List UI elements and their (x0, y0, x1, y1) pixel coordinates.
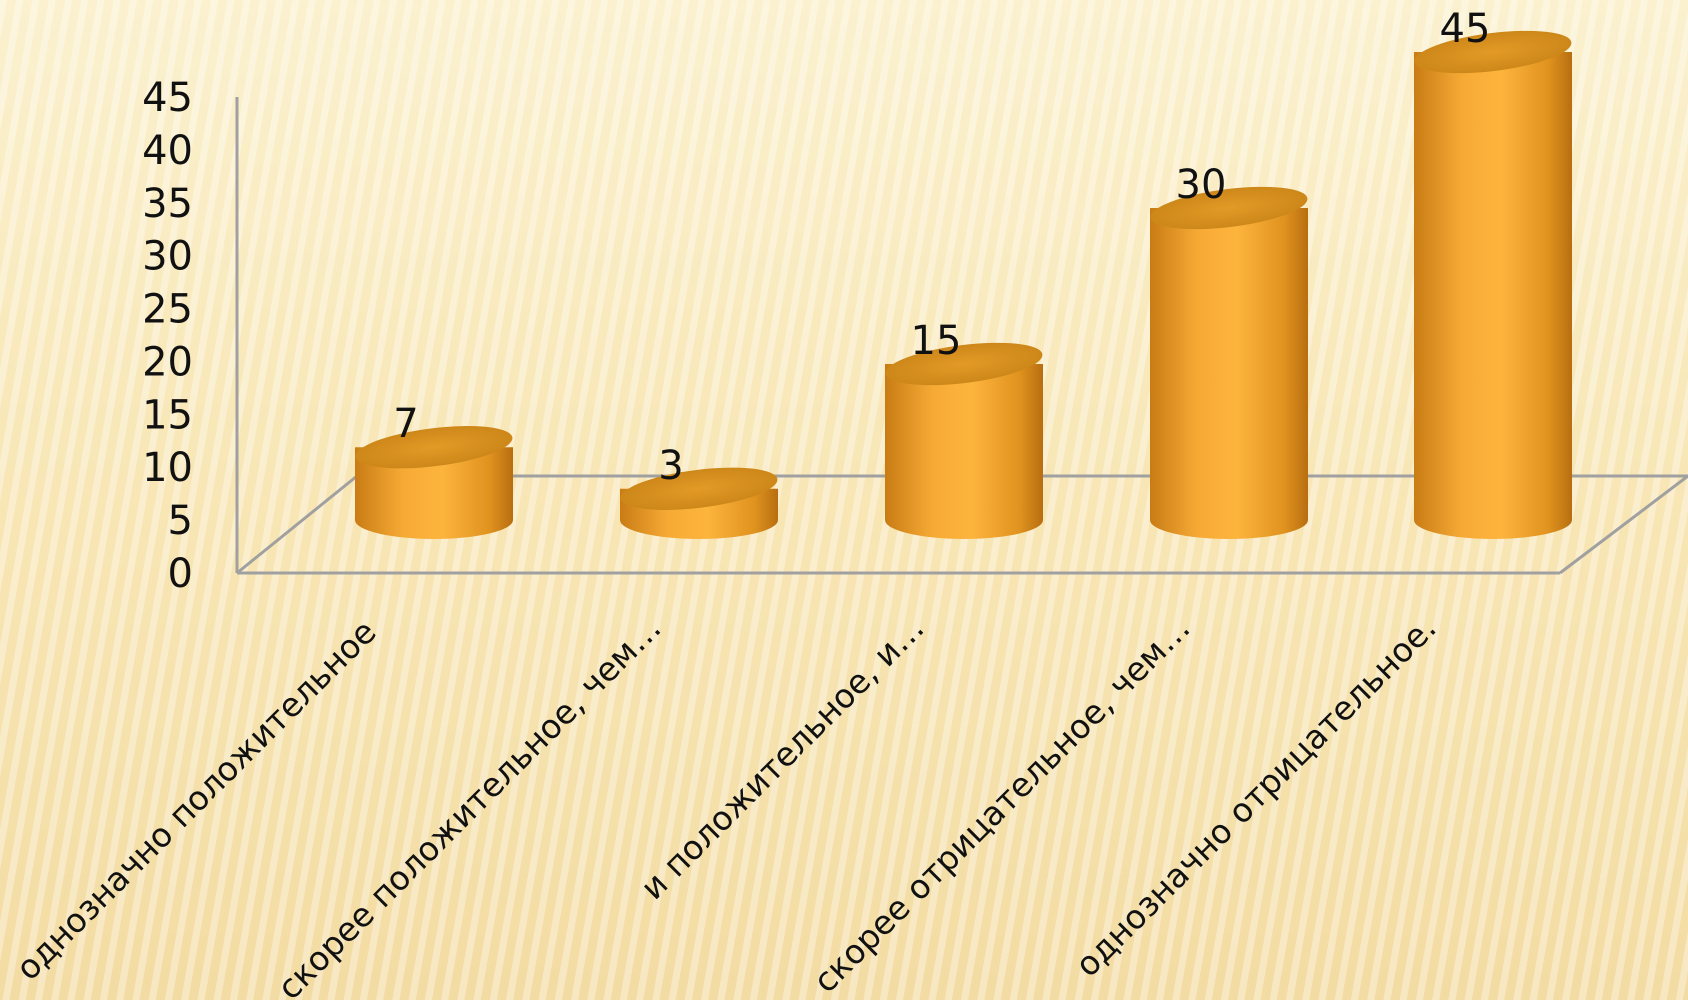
data-labels: 7 3 15 30 45 (393, 6, 1490, 489)
y-tick-label: 20 (142, 339, 193, 385)
floor-right-edge (1559, 474, 1688, 575)
y-tick-label: 35 (142, 181, 193, 227)
bar-top (355, 426, 513, 469)
y-tick-label: 25 (142, 287, 193, 333)
bar-body (355, 447, 513, 539)
bar-body (885, 364, 1043, 539)
category-label: и положительное, и… (633, 608, 932, 907)
y-axis-ticks: 0 5 10 15 20 25 30 35 40 45 (142, 75, 193, 597)
bar-top (1414, 30, 1572, 74)
bar-body (1414, 52, 1572, 539)
y-tick-label: 40 (142, 128, 193, 174)
y-tick-label: 10 (142, 445, 193, 491)
bar (885, 342, 1043, 539)
bar-body (1150, 208, 1308, 539)
y-tick-label: 45 (142, 75, 193, 121)
bar (620, 467, 778, 539)
data-label: 7 (393, 401, 418, 447)
data-label: 45 (1440, 6, 1491, 52)
data-label: 15 (911, 318, 962, 364)
y-tick-label: 15 (142, 392, 193, 438)
bars (355, 30, 1572, 539)
y-tick-label: 5 (168, 498, 193, 544)
bar-top (1150, 186, 1308, 230)
bar (1414, 30, 1572, 539)
data-label: 3 (658, 443, 683, 489)
bar (1150, 186, 1308, 539)
data-label: 30 (1176, 162, 1227, 208)
bar (355, 426, 513, 539)
floor-left-edge (236, 474, 358, 575)
bar-top (620, 467, 778, 510)
y-tick-label: 0 (168, 551, 193, 597)
bar-top (885, 342, 1043, 386)
y-tick-label: 30 (142, 234, 193, 280)
